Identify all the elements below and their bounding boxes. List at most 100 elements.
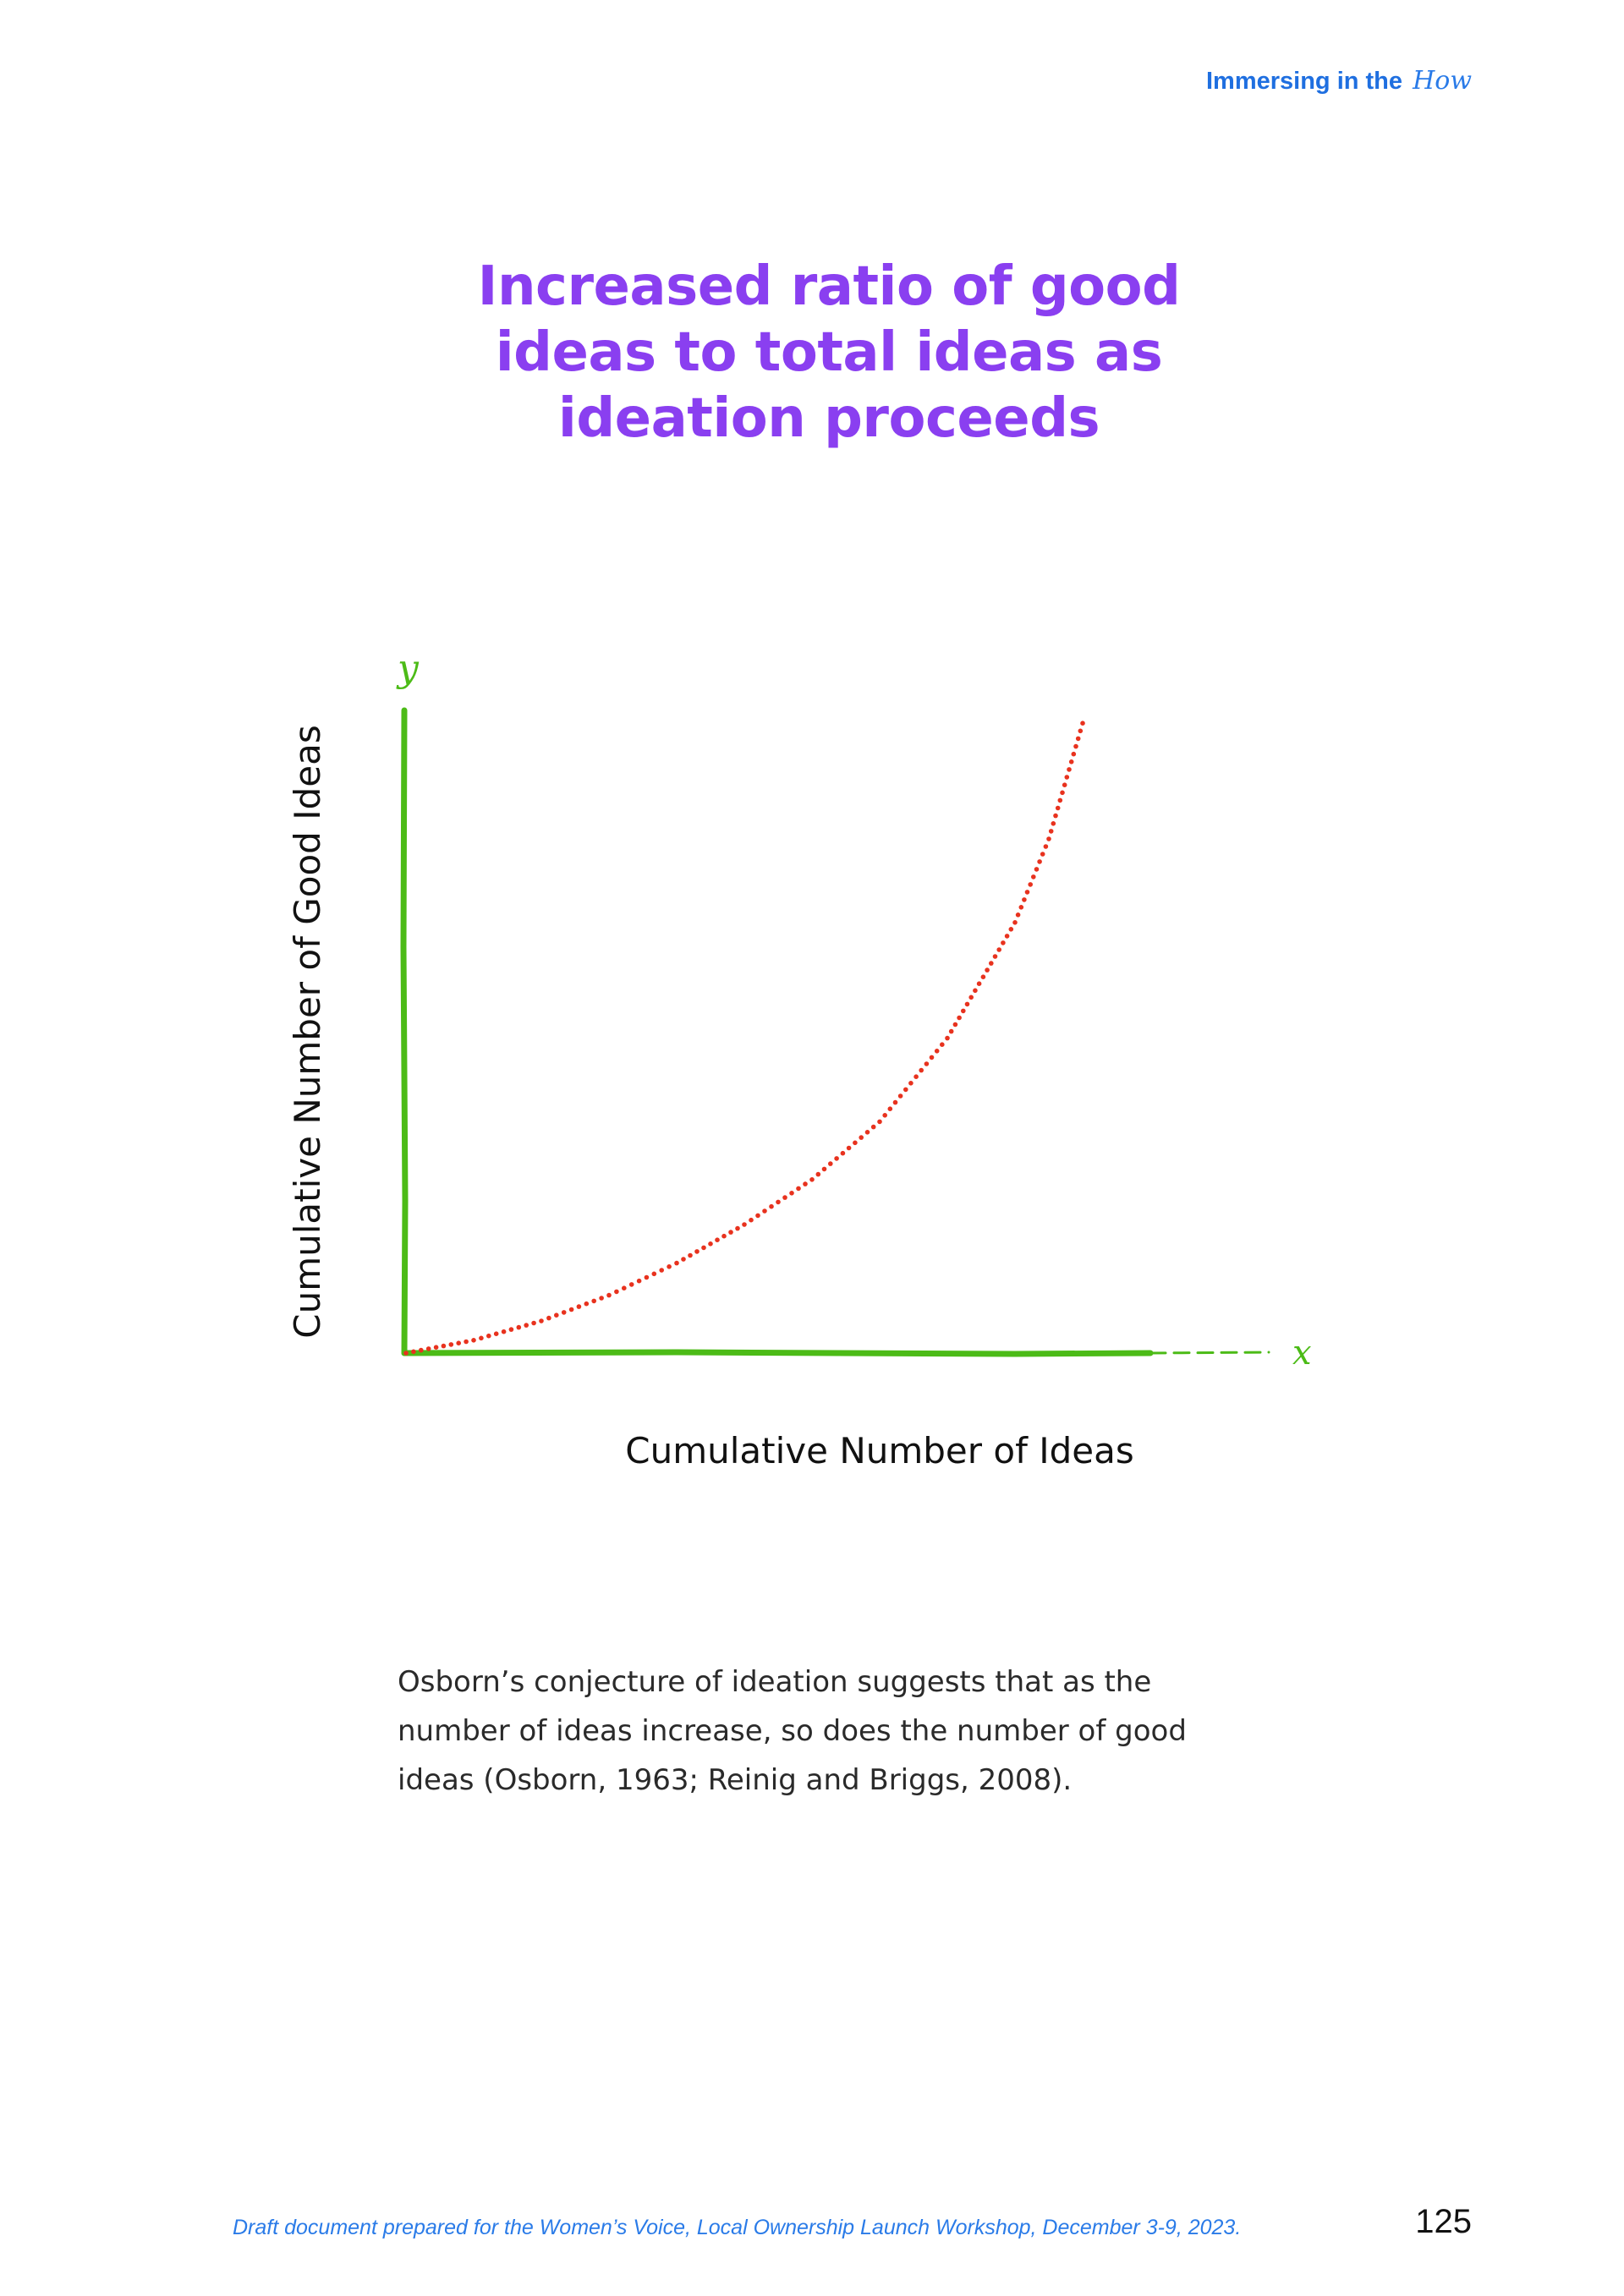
x-axis-line [401,1349,1154,1357]
curve-dot [821,1166,827,1172]
curve-dot [576,1304,582,1309]
curve-dot [749,1217,754,1223]
curve-dot [1024,890,1030,895]
curve-dot [411,1349,416,1355]
x-axis-tail [1149,1351,1270,1355]
curve-dot [882,1113,887,1118]
curve-dot [1064,775,1070,780]
curve-dot [1071,751,1077,757]
curve-dot [815,1171,821,1177]
caption-text: Osborn’s conjecture of ideation suggests… [398,1665,1187,1797]
curve-dot [651,1271,657,1277]
curve-dot [1015,912,1021,918]
curve-dot [715,1237,720,1242]
curve-dot [782,1195,787,1200]
curve-dot [1046,836,1051,841]
curve-dot [914,1074,919,1079]
curve-dot [425,1346,431,1351]
curve-dot [1018,905,1024,910]
curve-dot [1053,813,1058,819]
curve-dot [864,1130,870,1135]
curve-dot [1012,920,1018,925]
curve-dot [1060,790,1065,796]
curve-dot [501,1329,507,1334]
curve-dot [846,1145,852,1151]
curve-dot [721,1233,727,1239]
curve-dot [622,1285,627,1290]
curve-dot [1034,867,1040,872]
curve-dot [448,1342,454,1347]
curve-dot [945,1035,950,1041]
section-header: Immersing in the How [1206,66,1472,96]
curve-dot [584,1301,590,1307]
y-axis-letter: y [396,647,420,690]
curve-dot [667,1264,672,1269]
curve-dot [539,1318,544,1323]
curve-dot [599,1296,604,1301]
curve-dot [968,995,974,1000]
curve-dot [1078,728,1084,734]
curve-dot [471,1338,476,1343]
curve-dot [985,967,990,973]
curve-dot [486,1333,491,1339]
curve-dot [859,1135,864,1140]
curve-dot [591,1298,596,1304]
curve-dot [1057,797,1063,803]
curve-dot [681,1257,686,1262]
curve-dot [493,1331,499,1336]
curve-dot [980,974,986,979]
curve-dot [464,1339,469,1345]
curve-group [403,721,1085,1356]
curve-dot [568,1307,574,1312]
curve-dot [870,1124,876,1130]
y-axis-line [400,707,409,1356]
curve-dot [728,1230,733,1235]
curve-dot [796,1186,801,1192]
curve-dot [614,1289,619,1295]
curve-dot [606,1292,612,1298]
curve-dot [964,1001,970,1007]
curve-dot [1037,859,1042,864]
curve-dot [508,1327,514,1332]
curve-dot [546,1315,551,1321]
curve-dot [828,1161,833,1166]
y-axis-label: Cumulative Number of Good Ideas [287,725,328,1338]
curve-dot [628,1282,634,1287]
curve-dot [908,1081,914,1086]
curve-dot [877,1119,882,1125]
curve-dot [561,1310,567,1315]
curve-dot [1048,829,1054,834]
curve-dot [636,1278,642,1284]
curve-dot [769,1203,774,1209]
curve-dot [976,981,982,986]
curve-dot [992,954,998,959]
curve-dot [948,1028,954,1034]
curve-dot [897,1093,903,1099]
curve-dot [755,1213,760,1219]
curve-dot [524,1323,529,1328]
curve-dot [1022,897,1027,902]
x-axis-letter: x [1292,1334,1312,1373]
curve-dot [1075,736,1081,742]
curve-dot [419,1347,424,1353]
curve-dot [789,1191,794,1196]
curve-dot [644,1274,650,1280]
curve-dot [834,1156,839,1161]
curve-dot [776,1199,781,1205]
curve-dot [840,1150,846,1156]
curve-dot [1028,882,1033,887]
curve-dot [887,1106,893,1111]
curve-dot [1051,821,1056,826]
curve-dot [1004,934,1010,939]
curve-dot [456,1340,461,1345]
section-header-accent: How [1413,66,1472,96]
curve-dot [961,1008,966,1014]
curve-dot [903,1087,908,1093]
curve-dot [708,1241,713,1247]
curve-dot [742,1222,747,1227]
curve-dot [1043,844,1049,849]
curve-dot [934,1049,940,1054]
curve-dot [433,1345,439,1350]
curve-dot [892,1099,898,1105]
curve-dot [1001,940,1006,945]
